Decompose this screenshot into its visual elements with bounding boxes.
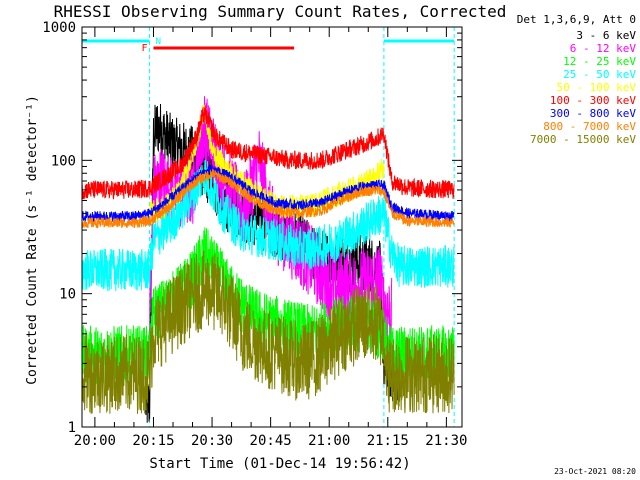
legend-entry: 12 - 25 keV: [563, 55, 636, 68]
series-line-100-300-keV: [82, 105, 455, 200]
x-tick-label: 20:45: [250, 433, 292, 449]
flag-label-F: F: [141, 43, 147, 54]
series-line-25-50-keV: [82, 159, 455, 292]
chart-title: RHESSI Observing Summary Count Rates, Co…: [54, 2, 507, 21]
x-tick-label: 20:00: [74, 433, 116, 449]
series-line-7000-15000-keV: [82, 250, 455, 414]
legend-entry: 50 - 100 keV: [557, 81, 637, 94]
y-axis-label: Corrected Count Rate (s⁻¹ detector⁻¹): [25, 95, 40, 385]
series-line-800-7000-keV: [82, 168, 455, 229]
axes: NF 1 10 100 1000 20:00 20:15 20:30 20:45 21:00 21:…: [42, 20, 467, 449]
x-axis-label: Start Time (01-Dec-14 19:56:42): [149, 456, 410, 472]
legend-entry: 300 - 800 keV: [550, 107, 636, 120]
legend-title: Det 1,3,6,9, Att 0: [517, 13, 636, 26]
flag-label-N: N: [156, 37, 161, 47]
y-tick-label: 1: [68, 420, 76, 436]
y-tick-label: 100: [51, 153, 76, 169]
legend-entry: 800 - 7000 keV: [543, 120, 636, 133]
y-tick-label: 1000: [42, 20, 76, 36]
legend-entry: 25 - 50 keV: [563, 68, 636, 81]
legend-entry: 100 - 300 keV: [550, 94, 636, 107]
x-tick-label: 21:00: [308, 433, 350, 449]
timestamp: 23-Oct-2021 08:20: [554, 467, 636, 476]
plot-frame: [81, 26, 463, 428]
y-tick-label: 10: [59, 287, 76, 303]
legend-entry: 6 - 12 keV: [570, 42, 637, 55]
legend-entry: 7000 - 15000 keV: [530, 133, 636, 146]
plot-area: [82, 27, 455, 427]
x-tick-label: 21:15: [367, 433, 409, 449]
x-tick-label: 20:30: [191, 433, 233, 449]
x-tick-label: 21:30: [425, 433, 467, 449]
legend-entry: 3 - 6 keV: [576, 29, 636, 42]
x-tick-label: 20:15: [132, 433, 174, 449]
